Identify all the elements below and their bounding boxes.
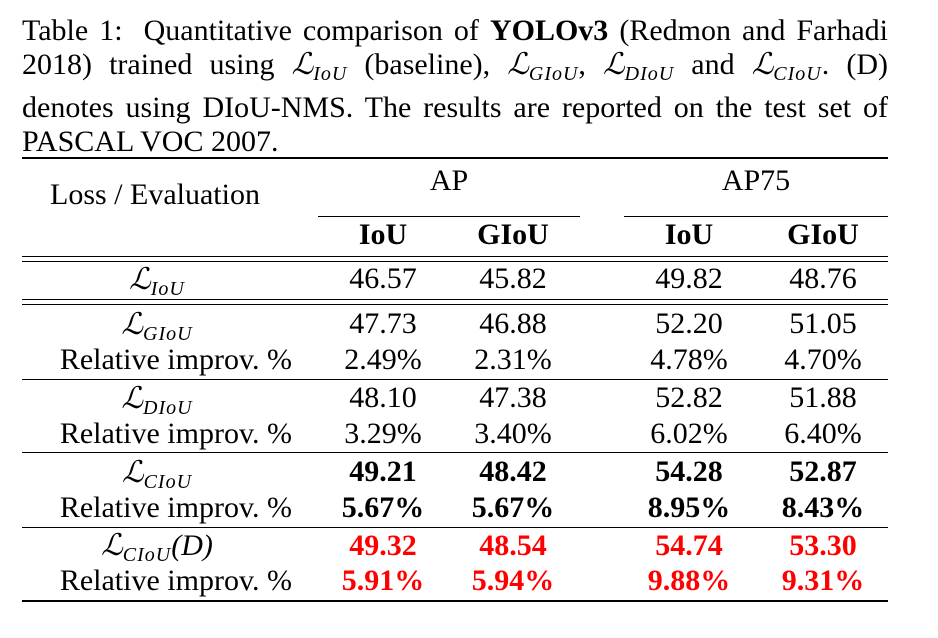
value-cell: 52.20 [655, 307, 723, 340]
subheader-ap-giou: GIoU [477, 218, 549, 251]
relative-cell-best: 5.67% [341, 491, 425, 524]
loss-subscript: DIoU [143, 397, 193, 419]
caption-loss-iou-sub: IoU [313, 63, 348, 85]
value-cell: 51.05 [789, 307, 857, 340]
value-cell: 46.57 [349, 262, 417, 295]
relative-cell-best: 8.95% [647, 491, 731, 524]
diou-block-rule [22, 452, 888, 453]
caption-loss-giou-symbol: ℒ [507, 47, 529, 82]
value-cell: 47.73 [349, 307, 417, 340]
relative-cell: 6.02% [650, 417, 728, 450]
baseline-rule-2 [22, 304, 888, 305]
row-label-loss-ciou-dnms: ℒCIoU(D) [22, 529, 292, 572]
value-cell-best: 52.87 [789, 455, 857, 488]
ciou-block-rule [22, 527, 888, 528]
loss-symbol: ℒ [101, 528, 123, 563]
relative-cell-top: 9.31% [781, 564, 865, 597]
relative-cell-top: 9.88% [647, 564, 731, 597]
caption-text-3: (baseline), [364, 48, 491, 81]
group-header-ap75: AP75 [721, 164, 791, 197]
row-label-loss-diou: ℒDIoU [22, 382, 292, 425]
caption-model-name: YOLOv3 [489, 14, 609, 47]
value-cell-best: 54.28 [655, 455, 723, 488]
caption-label: Table 1: [22, 14, 123, 47]
loss-symbol: ℒ [121, 381, 144, 416]
table-bottom-rule [22, 600, 888, 602]
value-cell-best: 48.42 [479, 455, 547, 488]
caption-text-4: . (D) denotes using DIoU-NMS. The result… [22, 48, 888, 158]
caption-comma: , [578, 48, 586, 81]
relative-improvement-label: Relative improv. % [59, 564, 292, 597]
caption-loss-diou-sub: DIoU [624, 63, 675, 85]
relative-cell-top: 5.94% [471, 564, 555, 597]
row-label-loss-giou: ℒGIoU [22, 308, 292, 351]
relative-cell: 2.31% [474, 343, 552, 376]
caption-loss-giou-sub: GIoU [528, 63, 579, 85]
relative-cell: 2.49% [344, 343, 422, 376]
corner-label: Loss / Evaluation [50, 178, 260, 211]
relative-improvement-label: Relative improv. % [59, 491, 292, 524]
ap75-group-rule [624, 216, 888, 217]
ap-group-rule [318, 216, 580, 217]
caption-text-2: (Redmon and Farhadi 2018) trained using [22, 14, 888, 81]
value-cell: 52.82 [655, 381, 723, 414]
loss-symbol: ℒ [129, 262, 151, 297]
table-caption: Table 1: Quantitative comparison of YOLO… [22, 14, 888, 159]
value-cell: 48.10 [349, 381, 417, 414]
value-cell-top: 49.32 [349, 529, 417, 562]
row-label-loss-iou: ℒIoU [22, 263, 292, 306]
group-header-ap: AP [429, 164, 469, 197]
caption-loss-ciou-symbol: ℒ [751, 47, 774, 82]
table-top-rule [22, 157, 888, 159]
value-cell-top: 53.30 [789, 529, 857, 562]
loss-subscript: IoU [150, 278, 185, 300]
loss-symbol: ℒ [121, 455, 144, 490]
subheader-ap-iou: IoU [358, 218, 408, 251]
loss-symbol: ℒ [121, 307, 144, 342]
relative-improvement-label: Relative improv. % [59, 343, 292, 376]
loss-subscript: CIoU [143, 471, 193, 493]
relative-cell: 4.70% [784, 343, 862, 376]
value-cell-top: 48.54 [479, 529, 547, 562]
subheader-ap75-giou: GIoU [787, 218, 859, 251]
caption-text-1: Quantitative comparison of [143, 14, 479, 47]
relative-cell: 4.78% [650, 343, 728, 376]
relative-cell-top: 5.91% [341, 564, 425, 597]
relative-cell: 3.29% [344, 417, 422, 450]
loss-suffix: (D) [171, 529, 213, 562]
caption-loss-ciou-sub: CIoU [773, 63, 822, 85]
value-cell: 45.82 [479, 262, 547, 295]
value-cell: 48.76 [789, 262, 857, 295]
relative-cell: 6.40% [784, 417, 862, 450]
caption-loss-iou-symbol: ℒ [291, 47, 314, 82]
caption-loss-diou-symbol: ℒ [603, 47, 625, 82]
relative-cell: 3.40% [474, 417, 552, 450]
relative-cell-best: 5.67% [471, 491, 555, 524]
baseline-rule-1 [22, 299, 888, 300]
value-cell-best: 49.21 [349, 455, 417, 488]
value-cell: 47.38 [479, 381, 547, 414]
value-cell: 46.88 [479, 307, 547, 340]
header-rule-2 [22, 261, 888, 262]
loss-subscript: GIoU [143, 323, 193, 345]
value-cell: 49.82 [655, 262, 723, 295]
relative-improvement-label: Relative improv. % [59, 417, 292, 450]
caption-and: and [691, 48, 735, 81]
row-label-loss-ciou: ℒCIoU [22, 456, 292, 499]
header-rule-1 [22, 256, 888, 257]
value-cell-top: 54.74 [655, 529, 723, 562]
subheader-ap75-iou: IoU [664, 218, 714, 251]
loss-subscript: CIoU [122, 544, 172, 566]
value-cell: 51.88 [789, 381, 857, 414]
relative-cell-best: 8.43% [781, 491, 865, 524]
giou-block-rule [22, 379, 888, 380]
